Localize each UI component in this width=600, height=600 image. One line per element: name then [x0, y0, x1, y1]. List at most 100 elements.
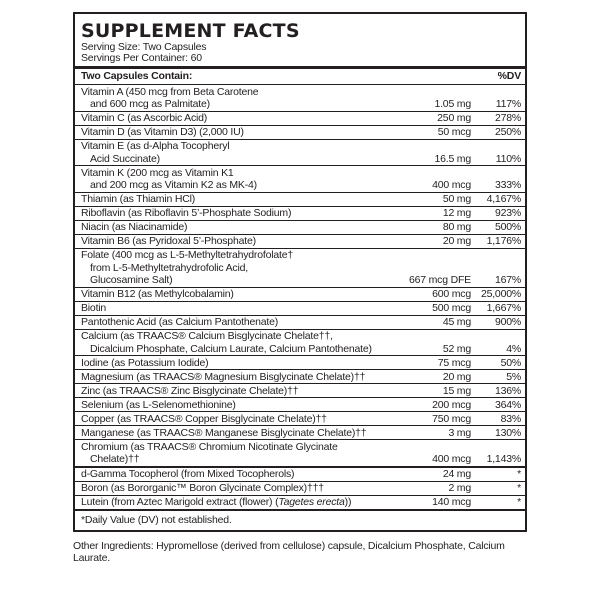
nutrient-name-line: and 200 mcg as Vitamin K2 as MK-4)	[90, 179, 257, 191]
daily-value: 50%	[500, 356, 522, 369]
amount: 50 mcg	[437, 126, 471, 138]
nutrient-name-text: d-Gamma Tocopherol (from Mixed Tocophero…	[81, 468, 295, 480]
amount: 50 mg	[442, 193, 471, 205]
panel-title: SUPPLEMENT FACTS	[81, 20, 300, 42]
header-label: Two Capsules Contain:	[81, 70, 193, 82]
amount: 600 mcg	[432, 288, 471, 300]
table-row: Vitamin B12 (as Methylcobalamin) 600 mcg 2…	[75, 286, 525, 301]
nutrient-name-line: Copper (as TRAACS® Copper Bisglycinate C…	[81, 412, 327, 425]
amount: 750 mcg	[432, 412, 471, 425]
daily-value: 110%	[495, 152, 521, 165]
nutrient-name-text: Boron (as Bororganic™ Boron Glycinate Co…	[81, 482, 324, 494]
table-row: Manganese (as TRAACS® Manganese Bisglyci…	[75, 425, 525, 439]
table-row: Thiamin (as Thiamin HCl) 50 mg 4,167%	[75, 191, 525, 206]
amount: 20 mg	[442, 235, 471, 247]
amount: 1.05 mg	[434, 98, 471, 110]
daily-value: 136%	[494, 384, 521, 397]
nutrient-name: Biotin	[81, 302, 403, 315]
servings-per-container: Servings Per Container: 60	[81, 52, 202, 64]
table-header: Two Capsules Contain: %DV	[75, 69, 525, 85]
table-row: Selenium (as L-Selenomethionine) 200 mcg 3…	[75, 397, 525, 411]
table-row: Vitamin A (450 mcg from Beta Carotene and…	[75, 85, 525, 111]
amount: 52 mg	[442, 342, 471, 355]
nutrient-name-line: Zinc (as TRAACS® Zinc Bisglycinate Chela…	[81, 384, 299, 397]
nutrient-name-line: Selenium (as L-Selenomethionine)	[81, 398, 236, 411]
nutrient-name-line: Niacin (as Niacinamide)	[81, 221, 188, 233]
nutrient-name: Pantothenic Acid (as Calcium Pantothenat…	[81, 316, 403, 329]
nutrient-name: Manganese (as TRAACS® Manganese Bisglyci…	[81, 427, 403, 440]
daily-value: 5%	[506, 370, 521, 383]
daily-value: 364%	[494, 398, 521, 411]
table-row: Calcium (as TRAACS® Calcium Bisglycinate…	[75, 328, 525, 356]
nutrient-name-line: Vitamin B6 (as Pyridoxal 5’-Phosphate)	[81, 235, 256, 247]
nutrient-name-line: Chromium (as TRAACS® Chromium Nicotinate…	[81, 440, 338, 453]
nutrient-name-line: Glucosamine Salt)	[90, 274, 173, 286]
daily-value: 278%	[494, 112, 521, 124]
header-dv: %DV	[497, 70, 522, 82]
nutrient-name-line: Calcium (as TRAACS® Calcium Bisglycinate…	[81, 330, 333, 342]
nutrient-name: Zinc (as TRAACS® Zinc Bisglycinate Chela…	[81, 385, 403, 398]
amount: 16.5 mg	[434, 152, 471, 165]
daily-value: 4%	[506, 342, 521, 355]
nutrient-name: Vitamin B6 (as Pyridoxal 5’-Phosphate)	[81, 235, 403, 248]
nutrient-name: Riboflavin (as Riboflavin 5’-Phosphate S…	[81, 207, 403, 220]
nutrient-name: d-Gamma Tocopherol (from Mixed Tocophero…	[81, 468, 403, 481]
nutrient-name-line: and 600 mcg as Palmitate)	[90, 98, 210, 110]
nutrient-name-line: Acid Succinate)	[90, 152, 160, 165]
daily-value: 4,167%	[486, 193, 522, 205]
amount: 2 mg	[448, 482, 471, 494]
nutrient-name-italic: Tagetes erecta	[278, 496, 345, 508]
amount: 400 mcg	[432, 453, 471, 465]
nutrient-name-line: Pantothenic Acid (as Calcium Pantothenat…	[81, 316, 279, 328]
nutrient-name: Vitamin A (450 mcg from Beta Carotene and…	[81, 86, 403, 111]
nutrient-name-text: Lutein (from Aztec Marigold extract (flo…	[81, 496, 279, 508]
nutrient-name: Calcium (as TRAACS® Calcium Bisglycinate…	[81, 330, 403, 355]
table-row: Vitamin B6 (as Pyridoxal 5’-Phosphate) 20…	[75, 233, 525, 248]
nutrient-name: Thiamin (as Thiamin HCl)	[81, 193, 403, 206]
supplement-facts-panel: SUPPLEMENT FACTS Serving Size: Two Capsu…	[73, 12, 527, 532]
nutrient-name: Selenium (as L-Selenomethionine)	[81, 399, 403, 412]
table-row: Vitamin K (200 mcg as Vitamin K1 and 200 …	[75, 165, 525, 192]
daily-value: *	[517, 482, 521, 494]
other-nutrient-table: d-Gamma Tocopherol (from Mixed Tocophero…	[75, 465, 525, 509]
daily-value: 130%	[494, 426, 521, 439]
nutrient-name-line: Manganese (as TRAACS® Manganese Bisglyci…	[81, 426, 367, 439]
nutrient-name: Vitamin K (200 mcg as Vitamin K1 and 200 …	[81, 167, 403, 192]
amount: 667 mcg DFE	[409, 274, 471, 286]
daily-value: 333%	[494, 179, 521, 191]
amount: 400 mcg	[432, 179, 471, 191]
table-row: Copper (as TRAACS® Copper Bisglycinate C…	[75, 411, 525, 425]
table-row: Folate (400 mcg as L-5-Methyltetrahydrof…	[75, 247, 525, 287]
nutrient-name-line: Vitamin E (as d-Alpha Tocopheryl	[81, 140, 230, 152]
nutrient-name: Magnesium (as TRAACS® Magnesium Bisglyci…	[81, 371, 403, 384]
table-row: Chromium (as TRAACS® Chromium Nicotinate…	[75, 439, 525, 466]
nutrient-name: Vitamin D (as Vitamin D3) (2,000 IU)	[81, 126, 403, 139]
nutrient-name: Vitamin B12 (as Methylcobalamin)	[81, 288, 403, 301]
footnote: *Daily Value (DV) not established.	[75, 508, 525, 530]
table-row: d-Gamma Tocopherol (from Mixed Tocophero…	[75, 465, 525, 481]
nutrient-name-line: Vitamin A (450 mcg from Beta Carotene	[81, 85, 259, 98]
nutrient-name-line: Vitamin K (200 mcg as Vitamin K1	[81, 166, 234, 179]
nutrient-name-line: Vitamin D (as Vitamin D3) (2,000 IU)	[81, 126, 244, 138]
table-row: Iodine (as Potassium Iodide) 75 mcg 50%	[75, 355, 525, 369]
serving-info: Serving Size: Two Capsules Servings Per …	[75, 42, 525, 69]
amount: 500 mcg	[432, 302, 471, 314]
table-row: Vitamin E (as d-Alpha Tocopheryl Acid Suc…	[75, 138, 525, 166]
table-row: Pantothenic Acid (as Calcium Pantothenat…	[75, 314, 525, 329]
label-page: SUPPLEMENT FACTS Serving Size: Two Capsu…	[73, 12, 527, 565]
daily-value: 250%	[494, 126, 521, 138]
nutrient-name: Folate (400 mcg as L-5-Methyltetrahydrof…	[81, 249, 403, 287]
nutrient-name-line: Riboflavin (as Riboflavin 5’-Phosphate S…	[81, 207, 292, 219]
nutrient-name: Copper (as TRAACS® Copper Bisglycinate C…	[81, 413, 403, 426]
daily-value: 167%	[494, 274, 521, 286]
nutrient-name-line: Dicalcium Phosphate, Calcium Laurate, Ca…	[90, 342, 372, 355]
daily-value: *	[517, 468, 521, 480]
table-row: Zinc (as TRAACS® Zinc Bisglycinate Chela…	[75, 383, 525, 397]
nutrient-name: Lutein (from Aztec Marigold extract (flo…	[81, 496, 403, 509]
nutrient-name-line: Chelate)††	[90, 453, 140, 465]
amount: 200 mcg	[432, 398, 471, 411]
table-row: Vitamin C (as Ascorbic Acid) 250 mg 278%	[75, 110, 525, 125]
amount: 250 mg	[437, 112, 471, 124]
table-row: Boron (as Bororganic™ Boron Glycinate Co…	[75, 480, 525, 495]
nutrient-name: Chromium (as TRAACS® Chromium Nicotinate…	[81, 441, 403, 466]
